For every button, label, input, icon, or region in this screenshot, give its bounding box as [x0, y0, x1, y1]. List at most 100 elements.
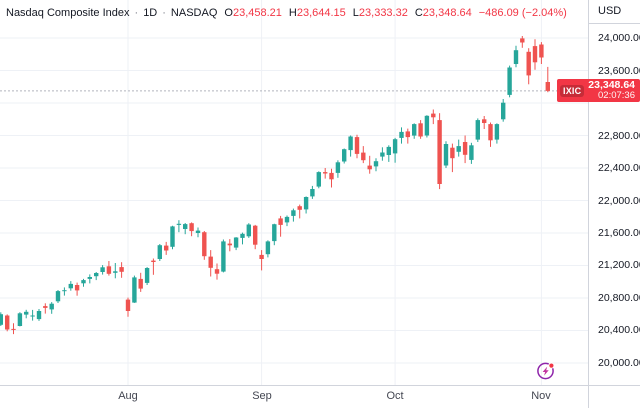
candle-oct-10[interactable] [437, 113, 442, 190]
candle-sep-2[interactable] [259, 250, 264, 271]
chart-canvas[interactable] [0, 0, 588, 385]
candle-sep-30[interactable] [386, 145, 391, 162]
candle-jul-15[interactable] [43, 303, 48, 314]
candle-oct-3[interactable] [405, 128, 410, 144]
candle-aug-14[interactable] [183, 223, 188, 235]
month-label-oct: Oct [386, 390, 404, 402]
candle-nov-3[interactable] [539, 42, 544, 64]
candle-oct-30[interactable] [526, 48, 531, 85]
legend-separator: · [134, 7, 139, 19]
candle-jul-7[interactable] [5, 314, 10, 332]
candle-sep-15[interactable] [316, 171, 321, 189]
chart-legend: Nasdaq Composite Index · 1D · NASDAQ O23… [6, 7, 567, 19]
candle-sep-24[interactable] [361, 146, 366, 164]
candle-aug-4[interactable] [132, 275, 137, 303]
candle-aug-15[interactable] [189, 222, 194, 237]
candle-oct-17[interactable] [469, 142, 474, 164]
candle-oct-7[interactable] [418, 120, 423, 139]
candle-aug-26[interactable] [233, 237, 239, 251]
candle-oct-14[interactable] [450, 143, 455, 173]
candle-aug-12[interactable] [170, 225, 175, 250]
candle-jul-16[interactable] [49, 302, 54, 314]
candle-aug-8[interactable] [157, 244, 162, 261]
candle-oct-1[interactable] [392, 137, 398, 163]
candle-jul-25[interactable] [94, 272, 99, 281]
candle-jul-3[interactable] [0, 312, 4, 326]
candle-aug-22[interactable] [221, 239, 226, 273]
candle-sep-17[interactable] [329, 168, 334, 188]
candle-jul-29[interactable] [106, 261, 112, 276]
price-axis[interactable]: USD 24,000.00 23,600.00 22,800.00 22,400.00… [589, 0, 640, 385]
candle-aug-20[interactable] [208, 250, 213, 277]
boost-button[interactable] [536, 361, 556, 381]
candle-jul-11[interactable] [30, 309, 35, 321]
candle-jul-22[interactable] [74, 282, 80, 296]
candle-oct-9[interactable] [431, 109, 436, 125]
candle-oct-21[interactable] [482, 116, 487, 129]
candle-aug-25[interactable] [227, 239, 232, 252]
candle-oct-22[interactable] [488, 122, 493, 147]
candle-sep-4[interactable] [272, 223, 277, 246]
candle-jul-30[interactable] [113, 263, 118, 279]
candle-sep-23[interactable] [354, 134, 360, 159]
candle-sep-8[interactable] [284, 215, 290, 227]
candle-sep-19[interactable] [342, 148, 347, 164]
candle-aug-5[interactable] [138, 272, 143, 292]
candle-aug-18[interactable] [195, 227, 201, 238]
candle-aug-13[interactable] [176, 220, 182, 233]
candle-sep-22[interactable] [348, 135, 353, 157]
candle-jul-21[interactable] [68, 281, 73, 291]
candle-oct-20[interactable] [475, 118, 480, 142]
candle-sep-10[interactable] [297, 204, 302, 219]
candle-aug-29[interactable] [253, 224, 258, 250]
time-axis[interactable]: Aug Sep Oct Nov [0, 386, 640, 408]
candle-oct-16[interactable] [462, 135, 468, 164]
candle-oct-8[interactable] [424, 115, 430, 138]
candle-nov-4[interactable] [545, 66, 550, 93]
candle-sep-3[interactable] [265, 240, 271, 258]
candle-jul-23[interactable] [81, 278, 86, 287]
candle-jul-28[interactable] [100, 265, 105, 275]
candle-oct-29[interactable] [520, 36, 525, 48]
candle-aug-7[interactable] [151, 258, 156, 275]
candle-oct-15[interactable] [456, 139, 461, 157]
notification-dot [549, 363, 554, 368]
candle-sep-11[interactable] [303, 196, 309, 214]
candle-sep-18[interactable] [335, 160, 341, 178]
candle-jul-14[interactable] [36, 309, 42, 321]
candle-aug-27[interactable] [240, 232, 245, 245]
candle-sep-5[interactable] [278, 215, 283, 237]
candle-jul-24[interactable] [87, 274, 92, 284]
candle-sep-16[interactable] [323, 168, 328, 179]
candle-sep-29[interactable] [380, 147, 385, 161]
candle-oct-27[interactable] [507, 65, 512, 98]
price-tick-label: 20,800.00 [598, 292, 640, 304]
candle-jul-8[interactable] [11, 323, 16, 335]
symbol-title[interactable]: Nasdaq Composite Index [6, 7, 130, 19]
candle-jul-18[interactable] [62, 287, 67, 296]
candle-sep-26[interactable] [373, 158, 379, 172]
candle-oct-31[interactable] [532, 39, 538, 70]
candle-oct-24[interactable] [501, 99, 506, 122]
interval-label[interactable]: 1D [143, 7, 158, 19]
candle-aug-6[interactable] [144, 267, 150, 285]
price-tick-label: 22,000.00 [598, 195, 640, 207]
candle-oct-2[interactable] [399, 127, 404, 144]
candle-jul-9[interactable] [17, 312, 23, 327]
candle-aug-21[interactable] [214, 263, 220, 280]
candle-sep-25[interactable] [367, 155, 372, 174]
candle-oct-13[interactable] [443, 141, 449, 168]
candle-aug-11[interactable] [164, 241, 169, 255]
candle-sep-9[interactable] [291, 208, 296, 222]
ohlc-low: L23,333.32 [352, 7, 408, 19]
candle-oct-6[interactable] [412, 123, 417, 139]
candle-sep-12[interactable] [310, 185, 315, 199]
candle-jul-31[interactable] [119, 262, 124, 278]
candle-jul-10[interactable] [24, 309, 29, 319]
candle-jul-17[interactable] [55, 290, 61, 303]
candle-oct-23[interactable] [494, 123, 500, 144]
candle-aug-1[interactable] [125, 297, 131, 317]
candle-aug-28[interactable] [246, 223, 251, 238]
candle-oct-28[interactable] [513, 45, 519, 68]
candle-aug-19[interactable] [202, 231, 207, 260]
